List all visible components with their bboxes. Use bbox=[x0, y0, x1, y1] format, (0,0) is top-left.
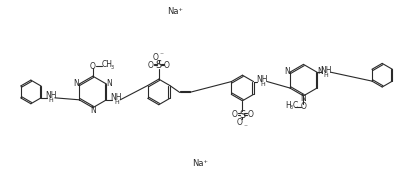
Text: S: S bbox=[239, 110, 246, 120]
Text: ⁻: ⁻ bbox=[160, 50, 164, 59]
Text: H: H bbox=[260, 82, 265, 87]
Text: Na⁺: Na⁺ bbox=[168, 7, 183, 16]
Text: H: H bbox=[49, 98, 53, 103]
Text: 3: 3 bbox=[290, 105, 293, 110]
Text: N: N bbox=[284, 67, 290, 76]
Text: 3: 3 bbox=[111, 65, 114, 70]
Text: CH: CH bbox=[102, 60, 113, 69]
Text: N: N bbox=[73, 79, 79, 88]
Text: C: C bbox=[293, 101, 298, 110]
Text: O: O bbox=[247, 110, 253, 119]
Text: H: H bbox=[114, 100, 119, 105]
Text: O: O bbox=[164, 61, 170, 70]
Text: S: S bbox=[156, 60, 162, 70]
Text: N: N bbox=[317, 67, 323, 76]
Text: O: O bbox=[300, 102, 306, 111]
Text: Na⁺: Na⁺ bbox=[192, 159, 208, 168]
Text: NH: NH bbox=[110, 93, 122, 102]
Text: N: N bbox=[300, 94, 306, 103]
Text: NH: NH bbox=[256, 75, 268, 84]
Text: H: H bbox=[285, 101, 290, 110]
Text: NH: NH bbox=[320, 66, 332, 75]
Text: O: O bbox=[148, 61, 154, 70]
Text: O: O bbox=[90, 62, 96, 71]
Text: NH: NH bbox=[45, 91, 57, 100]
Text: O: O bbox=[232, 110, 237, 119]
Text: N: N bbox=[90, 106, 96, 115]
Text: N: N bbox=[107, 79, 112, 88]
Text: H: H bbox=[324, 73, 328, 78]
Text: O: O bbox=[153, 53, 159, 62]
Text: O: O bbox=[237, 118, 242, 127]
Text: ⁻: ⁻ bbox=[243, 122, 247, 131]
